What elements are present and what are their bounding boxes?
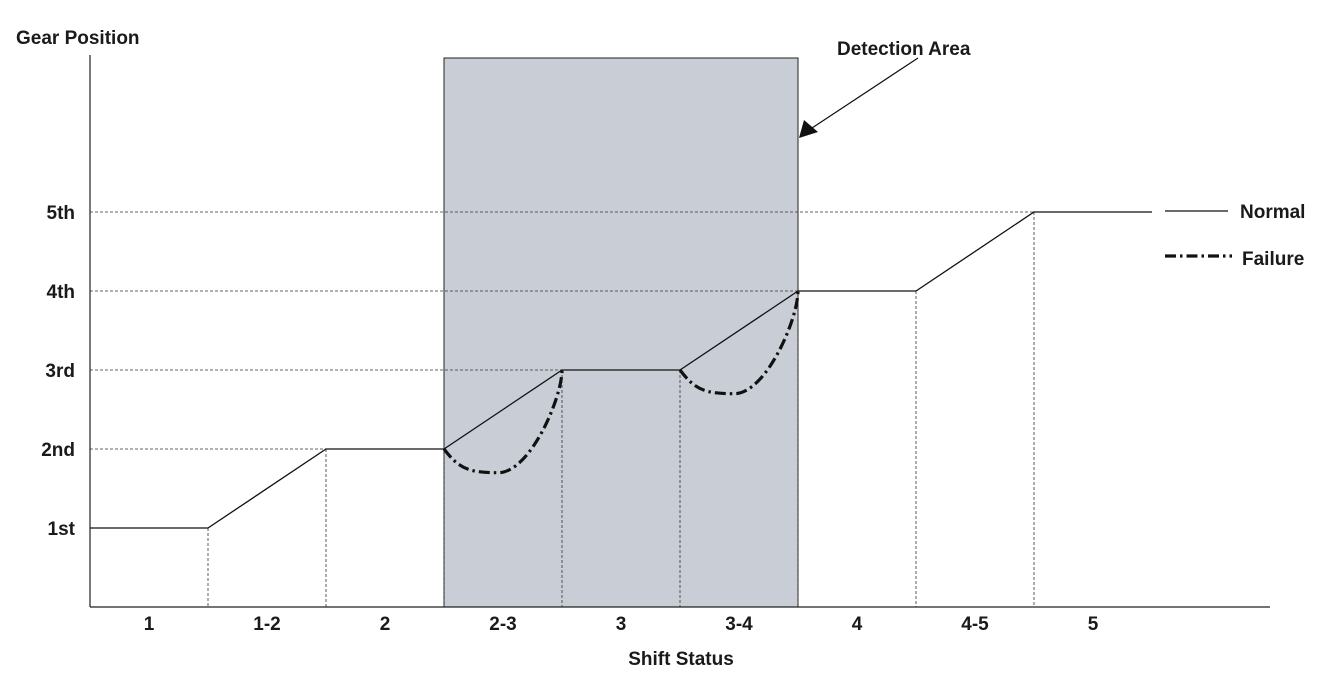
x-tick-2: 2 [380,614,391,635]
y-tick-1st: 1st [48,519,76,540]
failure-curve-2 [678,290,800,396]
x-tick-labels: 1 1-2 2 2-3 3 3-4 4 4-5 5 [144,614,1099,635]
annotation-arrow-line [811,57,919,129]
annotation-arrow-head [799,120,818,138]
annotation-label: Detection Area [837,39,971,60]
normal-series [90,211,1152,529]
normal-line [90,211,1152,529]
legend: Normal Failure [1165,202,1305,270]
y-tick-4th: 4th [47,282,76,303]
x-tick-5: 5 [1088,614,1099,635]
y-axis-title: Gear Position [16,28,140,49]
x-tick-1: 1 [144,614,155,635]
failure-series [442,290,800,475]
axes [89,55,1270,608]
x-tick-3-4: 3-4 [725,614,753,635]
detection-area-region [443,57,799,608]
x-tick-1-2: 1-2 [253,614,280,635]
failure-curve-1 [442,369,564,475]
y-tick-labels: 1st 2nd 3rd 4th 5th [41,203,75,540]
legend-failure-label: Failure [1242,249,1304,270]
legend-normal-label: Normal [1240,202,1305,223]
x-tick-3: 3 [616,614,627,635]
detection-annotation: Detection Area [799,39,971,138]
y-tick-3rd: 3rd [45,361,75,382]
x-axis-title: Shift Status [628,649,734,670]
x-tick-2-3: 2-3 [489,614,516,635]
dashed-guides [90,211,1035,607]
x-tick-4: 4 [852,614,863,635]
x-tick-4-5: 4-5 [961,614,989,635]
y-tick-2nd: 2nd [41,440,75,461]
y-tick-5th: 5th [47,203,76,224]
